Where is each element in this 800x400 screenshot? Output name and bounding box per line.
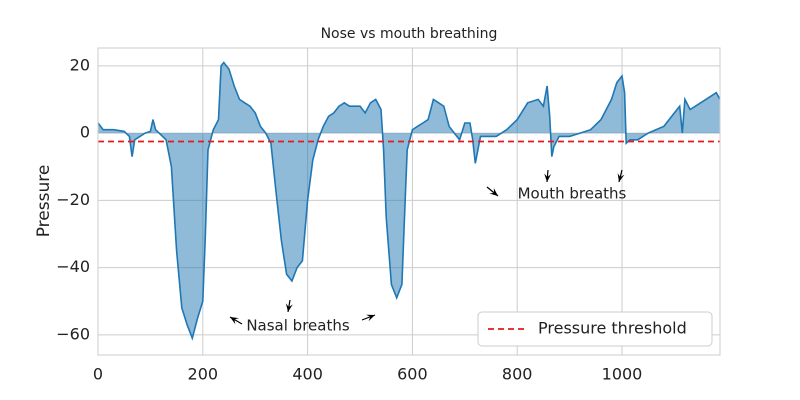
y-tick-label: −40 <box>56 257 90 276</box>
y-tick-label: 0 <box>80 123 90 142</box>
annotation: Nasal breaths <box>246 317 350 335</box>
arrow-head <box>617 173 625 182</box>
chart-title: Nose vs mouth breathing <box>321 26 498 42</box>
y-tick-label: −20 <box>56 190 90 209</box>
x-tick-label: 800 <box>502 365 533 384</box>
annotation: Mouth breaths <box>518 185 627 203</box>
x-tick-label: 200 <box>188 365 219 384</box>
y-axis-label: Pressure <box>34 165 54 238</box>
x-tick-label: 400 <box>292 365 323 384</box>
arrow-head <box>285 303 293 312</box>
x-tick-label: 600 <box>397 365 428 384</box>
x-tick-label: 1000 <box>602 365 643 384</box>
legend-label: Pressure threshold <box>538 319 687 338</box>
arrow-head <box>544 173 552 182</box>
legend-box <box>477 311 713 347</box>
line <box>97 61 721 341</box>
plot-frame <box>97 47 721 356</box>
x-tick-label: 0 <box>93 365 103 384</box>
area <box>98 62 720 339</box>
arrow-head <box>489 188 498 196</box>
y-tick-label: 20 <box>70 55 90 74</box>
arrow-head <box>230 317 239 325</box>
y-tick-label: −60 <box>56 324 90 343</box>
arrow-head <box>366 314 375 322</box>
